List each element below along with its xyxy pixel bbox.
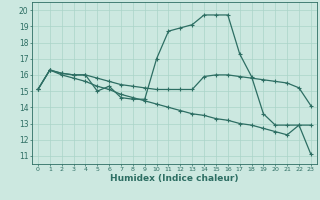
X-axis label: Humidex (Indice chaleur): Humidex (Indice chaleur)	[110, 174, 239, 183]
